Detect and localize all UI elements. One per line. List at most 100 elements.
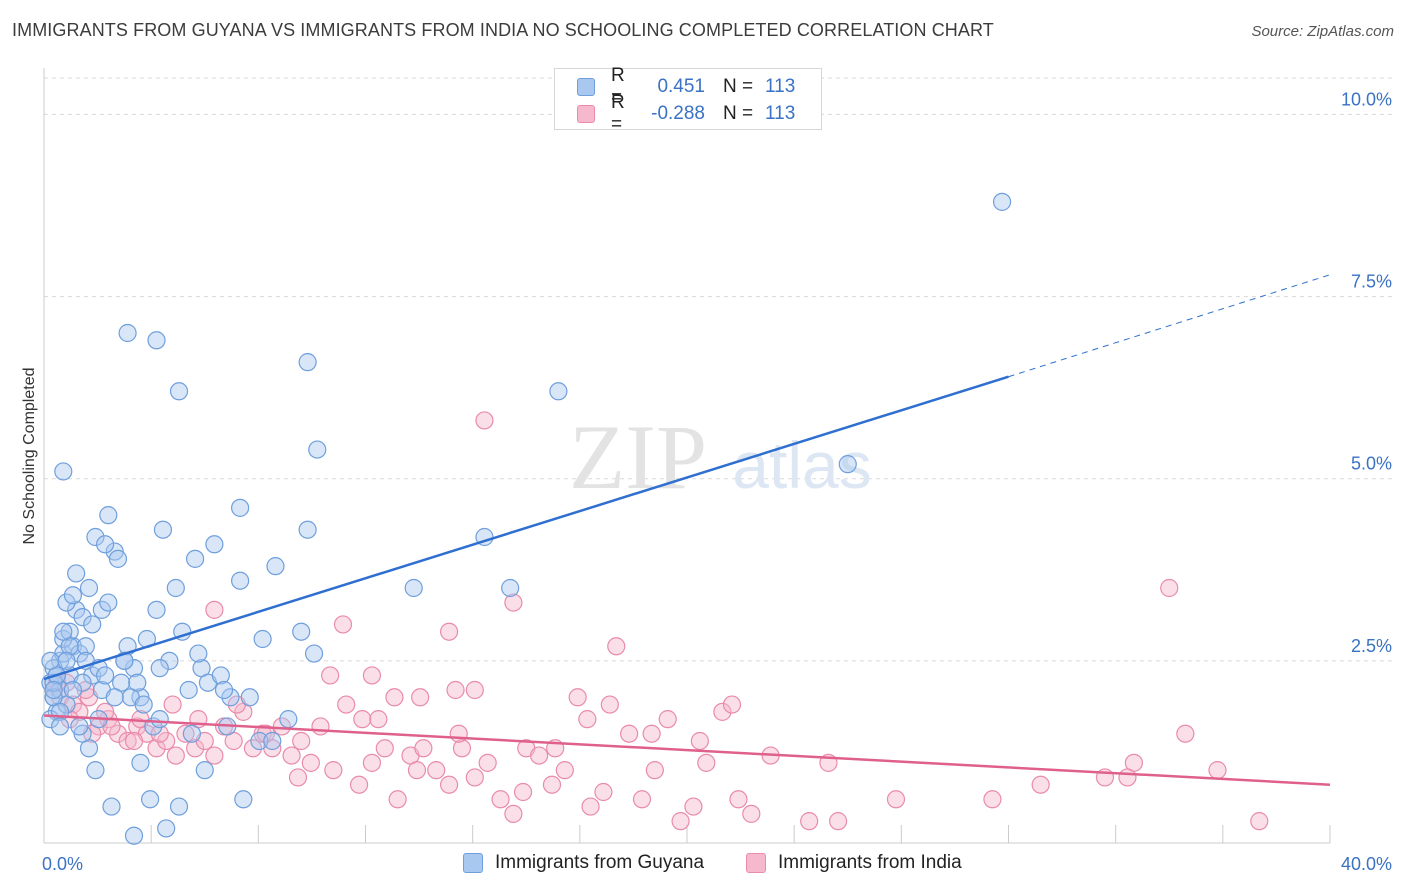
india-point [124,731,144,751]
india-point [349,775,369,794]
india-point [301,753,320,772]
india-point [722,695,742,714]
guyana-point [292,622,311,641]
guyana-point [131,753,150,772]
legend-row-india: R = -0.288 N = 113 [577,92,795,135]
guyana-point [102,797,121,816]
gridlines [44,77,1392,662]
legend-item-india[interactable]: Immigrants from India [746,852,962,874]
guyana-point [128,673,147,692]
guyana-point [160,651,179,670]
guyana-point [60,622,79,641]
y-tick-label: 2.5% [1351,636,1392,656]
guyana-point [404,578,423,598]
india-point [337,695,356,714]
guyana-point [231,571,250,590]
source-credit: Source: ZipAtlas.com [1251,23,1394,40]
guyana-point [73,673,92,692]
india-point [1031,775,1050,794]
guyana-point [70,717,89,736]
india-point [645,761,664,780]
guyana-point [140,790,160,809]
guyana-point [166,578,185,598]
guyana-point [549,382,568,401]
india-point [542,775,562,794]
india-point [465,680,484,700]
india-point [282,746,301,765]
guyana-point [195,761,214,780]
india-point [163,695,182,714]
india-point [530,746,549,765]
watermark: ZIP atlas [569,406,872,508]
india-trend-line [43,714,1331,786]
guyana-point [63,680,83,700]
india-point [324,761,343,780]
india-point [697,753,716,772]
y-tick-label: 7.5% [1351,272,1392,292]
india-point [478,753,497,772]
india-point [375,739,394,758]
chart-title: IMMIGRANTS FROM GUYANA VS IMMIGRANTS FRO… [12,20,994,40]
india-point [690,731,709,751]
india-point [333,615,353,634]
india-point [311,717,330,736]
guyana-point [147,600,166,619]
india-point [452,739,472,758]
r-label: R = [611,92,625,135]
guyana-point [99,506,118,525]
india-swatch [746,853,766,873]
guyana-point [214,680,234,700]
guyana-swatch [577,78,595,96]
guyana-trend-line [43,375,1009,681]
india-point [95,702,115,721]
guyana-point [266,557,285,576]
india-points [44,411,1269,831]
india-point [475,411,494,430]
guyana-point [298,520,317,539]
guyana-point [992,192,1012,211]
guyana-point [115,651,134,670]
india-point [1250,812,1269,831]
india-point [369,710,388,729]
india-point [642,724,661,743]
india-point [150,724,169,743]
india-point [671,812,690,831]
india-point [411,688,430,707]
india-point [594,782,613,802]
india-point [243,739,263,758]
guyana-point [105,688,124,707]
legend-item-guyana[interactable]: Immigrants from Guyana [463,852,704,874]
guyana-point [153,520,173,539]
guyana-point [67,600,86,619]
india-point [292,731,311,751]
guyana-point [189,644,208,663]
india-point [1208,761,1227,780]
guyana-points [41,192,1012,845]
y-tick-label: 10.0% [1341,89,1392,109]
india-point [729,790,748,809]
guyana-point [169,382,189,401]
guyana-point [279,710,298,729]
india-point [427,761,446,780]
guyana-point [169,797,189,816]
india-point [439,622,459,641]
india-point [800,812,819,831]
guyana-point [118,323,137,343]
legend-row-guyana: R = 0.451 N = 113 [577,65,795,108]
guyana-point [57,593,76,612]
india-point [288,768,308,787]
india-point [829,812,848,831]
india-point [388,790,407,809]
india-point [446,680,465,700]
guyana-point [41,651,60,670]
india-point [742,804,761,823]
india-point [607,637,626,656]
guyana-point [124,659,144,678]
guyana-swatch [463,853,483,873]
india-point [272,717,292,736]
r-label: R = [611,65,625,108]
guyana-point [234,790,253,809]
r-value: -0.288 [651,103,705,124]
guyana-point [240,688,259,707]
